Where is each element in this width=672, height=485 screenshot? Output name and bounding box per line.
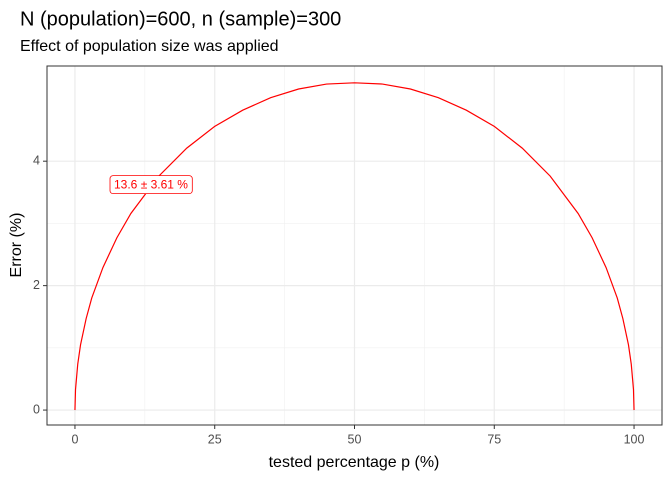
y-tick-label: 4 — [33, 153, 40, 167]
chart-title: N (population)=600, n (sample)=300 — [20, 8, 341, 30]
x-tick-label: 25 — [208, 432, 222, 446]
x-tick-label: 0 — [71, 432, 78, 446]
annotation: 13.6 ± 3.61 % — [114, 178, 188, 192]
x-axis-label: tested percentage p (%) — [269, 454, 440, 471]
chart-subtitle: Effect of population size was applied — [20, 38, 279, 55]
y-axis-label: Error (%) — [8, 213, 25, 278]
y-tick-label: 0 — [33, 402, 40, 416]
panel-border — [46, 65, 663, 426]
y-tick-label: 2 — [33, 278, 40, 292]
x-tick-label: 75 — [487, 432, 501, 446]
x-tick-label: 100 — [624, 432, 645, 446]
annotation-box — [109, 175, 193, 195]
line — [74, 82, 635, 411]
x-tick-label: 50 — [348, 432, 362, 446]
